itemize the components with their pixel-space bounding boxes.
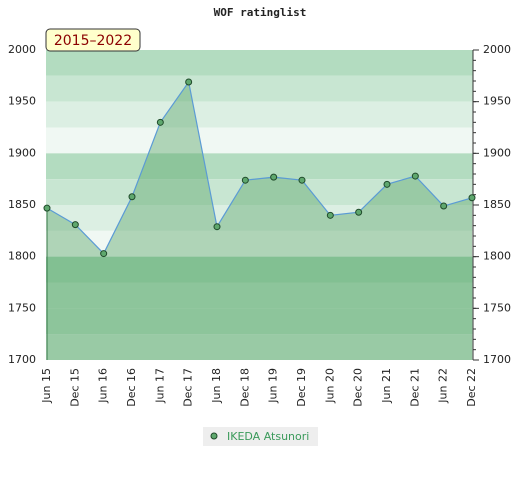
x-tick-label: Jun 17 xyxy=(153,368,166,404)
band xyxy=(46,334,473,360)
x-tick-label: Dec 15 xyxy=(68,368,81,407)
marker xyxy=(468,194,476,202)
x-tick-label: Dec 16 xyxy=(125,368,138,407)
marker xyxy=(298,176,306,184)
x-tick-label: Dec 17 xyxy=(182,368,195,407)
x-tick-label: Jun 20 xyxy=(323,368,336,404)
marker xyxy=(241,176,249,184)
y-tick-label-right: 1950 xyxy=(483,95,511,108)
x-tick-label: Jun 21 xyxy=(380,368,393,404)
band xyxy=(46,282,473,309)
marker xyxy=(185,78,193,86)
marker xyxy=(411,172,419,180)
marker xyxy=(355,208,363,216)
marker xyxy=(156,118,164,126)
chart-title: WOF ratinglist xyxy=(214,6,307,19)
line xyxy=(46,80,473,255)
y-tick-label-right: 2000 xyxy=(483,43,511,56)
x-tick-label: Jun 18 xyxy=(210,368,223,404)
x-tick-label: Dec 18 xyxy=(238,368,251,407)
legend-box xyxy=(203,427,318,446)
band xyxy=(46,256,473,283)
band xyxy=(46,153,473,180)
marker xyxy=(128,193,136,201)
y-tick-label: 1800 xyxy=(8,250,36,263)
y-tick-label: 1750 xyxy=(8,301,36,314)
x-tick-label: Jun 22 xyxy=(437,368,450,404)
legend-marker xyxy=(210,432,218,440)
marker xyxy=(326,211,334,219)
y-tick-label: 1850 xyxy=(8,198,36,211)
y-tick-label-right: 1700 xyxy=(483,353,511,366)
x-tick-label: Jun 19 xyxy=(267,368,280,404)
annotation: 2015–2022 xyxy=(54,33,132,49)
y-tick-label-right: 1850 xyxy=(483,198,511,211)
x-tick-label: Jun 15 xyxy=(40,368,53,404)
annotation-box xyxy=(45,28,141,52)
marker xyxy=(100,250,108,258)
x-tick-label: Dec 21 xyxy=(408,368,421,407)
marker xyxy=(213,223,221,231)
y-tick-label: 1950 xyxy=(8,95,36,108)
y-tick-label: 1700 xyxy=(8,353,36,366)
y-tick-label: 1900 xyxy=(8,146,36,159)
band xyxy=(46,308,473,335)
marker xyxy=(270,173,278,181)
band xyxy=(46,230,473,257)
x-tick-label: Dec 19 xyxy=(295,368,308,407)
band xyxy=(46,101,473,128)
marker xyxy=(440,202,448,210)
band xyxy=(46,50,473,76)
marker xyxy=(383,180,391,188)
y-tick-label: 2000 xyxy=(8,43,36,56)
area xyxy=(47,82,472,361)
x-tick-label: Dec 22 xyxy=(465,368,478,407)
marker xyxy=(71,221,79,229)
marker xyxy=(43,204,51,212)
band xyxy=(46,127,473,154)
y-tick-label-right: 1900 xyxy=(483,146,511,159)
band xyxy=(46,179,473,205)
y-tick-label-right: 1800 xyxy=(483,250,511,263)
legend-label: IKEDA Atsunori xyxy=(227,430,309,443)
band xyxy=(46,75,473,102)
plot xyxy=(46,50,473,361)
x-tick-label: Dec 20 xyxy=(352,368,365,407)
y-tick-label-right: 1750 xyxy=(483,301,511,314)
x-tick-label: Jun 16 xyxy=(97,368,110,404)
